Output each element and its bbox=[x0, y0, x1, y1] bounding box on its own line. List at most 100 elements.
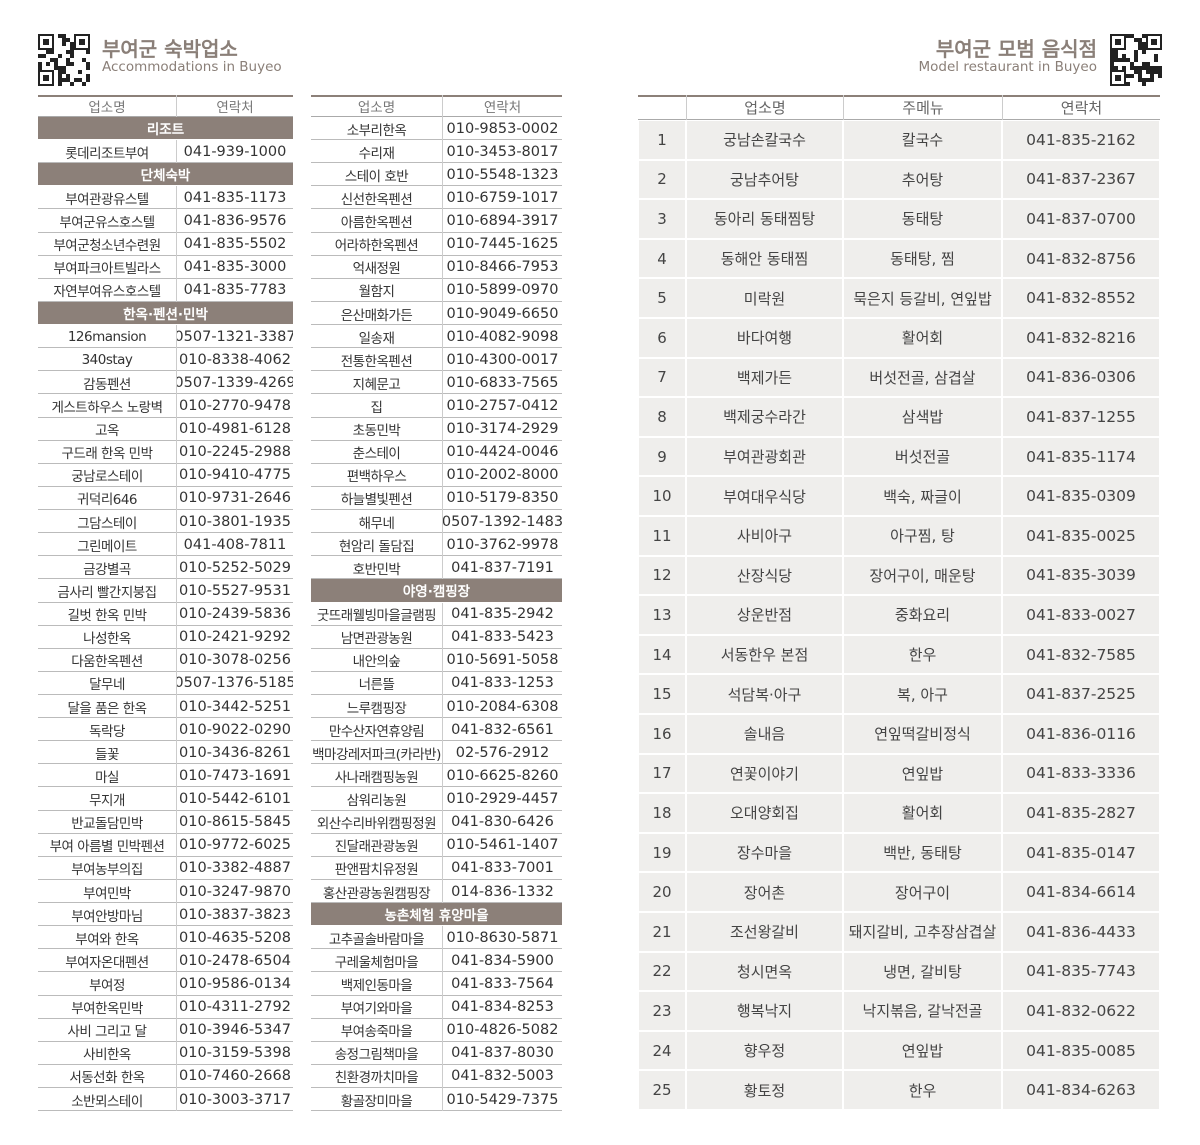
row-line bbox=[311, 371, 562, 395]
row-line bbox=[311, 603, 562, 626]
qr-module bbox=[1114, 54, 1118, 58]
qr-module bbox=[79, 39, 85, 45]
phone-cell: 010-8338-4062 bbox=[176, 348, 293, 372]
qr-module bbox=[58, 70, 62, 74]
qr-module bbox=[82, 82, 86, 86]
row-line bbox=[311, 140, 562, 164]
row-line bbox=[38, 695, 293, 719]
menu-cell: 버섯전골 bbox=[843, 436, 1002, 477]
phone-cell: 041-837-1255 bbox=[1002, 397, 1160, 437]
name-cell: 백제인동마을 bbox=[340, 977, 413, 994]
qr-module bbox=[1110, 50, 1114, 54]
phone-cell: 010-3159-5398 bbox=[176, 1041, 293, 1065]
name-cell: 만수산자연휴양림 bbox=[328, 723, 425, 740]
phone-cell: 041-832-8756 bbox=[1002, 238, 1160, 279]
phone-cell: 041-837-2525 bbox=[1002, 674, 1160, 714]
phone-cell: 0507-1376-5185 bbox=[176, 671, 293, 695]
qr-module bbox=[82, 58, 86, 62]
name-cell: 춘스테이 bbox=[352, 446, 401, 463]
qr-module bbox=[1142, 42, 1146, 46]
name-cell: 사비한옥 bbox=[83, 1047, 131, 1064]
qr-module bbox=[1138, 74, 1142, 78]
menu-cell: 백반, 동태탕 bbox=[843, 832, 1002, 873]
qr-module bbox=[1150, 74, 1154, 78]
qr-module bbox=[58, 66, 62, 70]
qr-module bbox=[54, 58, 58, 62]
menu-cell: 연잎밥 bbox=[843, 1030, 1002, 1071]
row-number: 7 bbox=[638, 357, 686, 398]
name-cell: 집 bbox=[370, 399, 383, 416]
name-cell: 내안의숲 bbox=[352, 654, 401, 671]
row-line bbox=[311, 626, 562, 649]
row-line bbox=[38, 556, 293, 580]
name-cell: 억새정원 bbox=[352, 261, 401, 278]
name-cell: 동해안 동태찜 bbox=[686, 238, 843, 279]
qr-module bbox=[66, 38, 70, 42]
qr-module bbox=[70, 54, 74, 58]
name-cell: 그린메이트 bbox=[77, 538, 137, 555]
phone-cell: 041-832-8552 bbox=[1002, 278, 1160, 318]
name-cell: 부여정 bbox=[89, 977, 125, 994]
row-line bbox=[311, 1065, 562, 1089]
row-number: 17 bbox=[638, 753, 686, 794]
phone-cell: 041-832-0622 bbox=[1002, 991, 1160, 1031]
phone-cell: 041-835-1174 bbox=[1002, 436, 1160, 477]
row-line bbox=[38, 140, 293, 164]
phone-cell: 010-2757-0412 bbox=[442, 394, 562, 418]
name-cell: 편백하우스 bbox=[346, 469, 407, 486]
phone-cell: 010-5252-5029 bbox=[176, 556, 293, 580]
phone-cell: 010-2478-6504 bbox=[176, 949, 293, 973]
phone-cell: 010-5527-9531 bbox=[176, 579, 293, 603]
qr-module bbox=[1158, 66, 1162, 70]
row-line bbox=[311, 464, 562, 487]
name-cell: 금강별곡 bbox=[83, 561, 131, 578]
name-cell: 석담복·아구 bbox=[686, 674, 843, 714]
phone-cell: 010-3003-3717 bbox=[176, 1088, 293, 1112]
menu-cell: 동태탕 bbox=[843, 199, 1002, 239]
row-line bbox=[311, 718, 562, 742]
row-line bbox=[38, 533, 293, 557]
row-number: 16 bbox=[638, 714, 686, 754]
menu-cell: 활어회 bbox=[843, 793, 1002, 833]
qr-module bbox=[62, 78, 66, 82]
qr-module bbox=[1130, 74, 1134, 78]
qr-module bbox=[1122, 66, 1126, 70]
row-number: 23 bbox=[638, 991, 686, 1031]
name-cell: 오대양회집 bbox=[686, 793, 843, 833]
name-cell: 부여자온대펜션 bbox=[65, 954, 149, 971]
title: 부여군 모범 음식점 bbox=[935, 37, 1097, 61]
header-cell: 연락처 bbox=[1002, 95, 1160, 120]
row-number: 19 bbox=[638, 832, 686, 873]
qr-module bbox=[62, 70, 66, 74]
row-number: 8 bbox=[638, 397, 686, 437]
row-line bbox=[311, 880, 562, 904]
title: 부여군 숙박업소 bbox=[102, 37, 238, 61]
qr-module bbox=[1110, 54, 1114, 58]
qr-module bbox=[86, 78, 90, 82]
qr-module bbox=[50, 58, 54, 62]
qr-module bbox=[1130, 66, 1134, 70]
row-line bbox=[38, 279, 293, 302]
phone-cell: 041-836-9576 bbox=[176, 209, 293, 233]
phone-cell: 041-835-2942 bbox=[442, 602, 562, 626]
name-cell: 백마강레저파크(카라반) bbox=[312, 746, 441, 763]
row-line bbox=[311, 996, 562, 1019]
row-line bbox=[311, 764, 562, 788]
phone-cell: 041-834-5900 bbox=[442, 949, 562, 973]
qr-module bbox=[1122, 54, 1126, 58]
menu-cell: 추어탕 bbox=[843, 159, 1002, 200]
qr-module bbox=[1158, 74, 1162, 78]
row-line bbox=[38, 949, 293, 973]
qr-module bbox=[1142, 78, 1146, 82]
qr-module bbox=[66, 58, 70, 62]
name-cell: 전통한옥펜션 bbox=[340, 353, 413, 370]
qr-module bbox=[74, 78, 78, 82]
qr-module bbox=[1142, 34, 1146, 38]
name-cell: 반교돌담민박 bbox=[71, 816, 143, 833]
phone-cell: 010-4424-0046 bbox=[442, 440, 562, 464]
phone-cell: 010-8615-5845 bbox=[176, 810, 293, 834]
phone-cell: 041-834-6614 bbox=[1002, 872, 1160, 912]
phone-cell: 041-833-1253 bbox=[442, 671, 562, 695]
table-header-bg bbox=[311, 95, 562, 117]
qr-module bbox=[1134, 54, 1138, 58]
